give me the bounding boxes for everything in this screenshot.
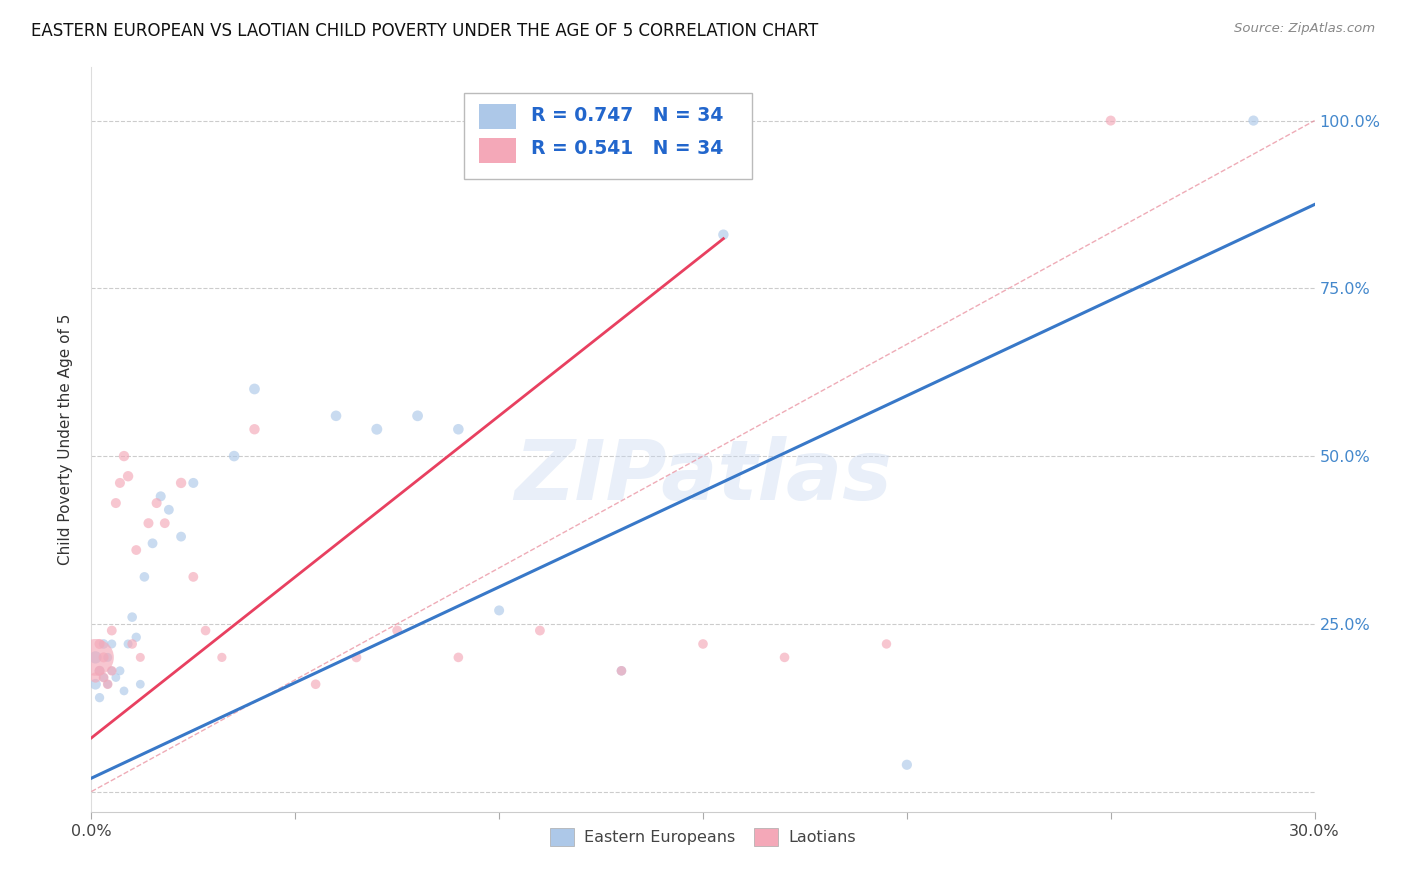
Point — [447, 650, 470, 665]
Text: ZIPatlas: ZIPatlas — [515, 436, 891, 517]
Text: R = 0.747   N = 34: R = 0.747 N = 34 — [530, 106, 723, 125]
Point — [304, 677, 326, 691]
Point — [1099, 113, 1122, 128]
Point — [138, 516, 160, 531]
Point — [97, 677, 120, 691]
FancyBboxPatch shape — [479, 104, 516, 129]
Point — [183, 475, 205, 490]
Point — [129, 650, 152, 665]
Point — [243, 422, 266, 436]
Point — [125, 630, 148, 644]
Point — [117, 637, 139, 651]
Point — [89, 664, 111, 678]
Point — [346, 650, 368, 665]
Point — [149, 489, 172, 503]
Point — [101, 664, 124, 678]
Point — [157, 502, 180, 516]
Point — [93, 671, 115, 685]
Point — [125, 543, 148, 558]
Point — [121, 637, 143, 651]
Point — [108, 664, 131, 678]
Point — [222, 449, 246, 463]
Point — [84, 671, 107, 685]
Point — [104, 496, 127, 510]
Point — [406, 409, 429, 423]
Point — [529, 624, 551, 638]
Point — [170, 475, 193, 490]
Legend: Eastern Europeans, Laotians: Eastern Europeans, Laotians — [544, 822, 862, 852]
Point — [117, 469, 139, 483]
Point — [112, 684, 135, 698]
Point — [134, 570, 156, 584]
Point — [93, 650, 115, 665]
Point — [447, 422, 470, 436]
Point — [875, 637, 898, 651]
Point — [366, 422, 388, 436]
Point — [129, 677, 152, 691]
Point — [89, 637, 111, 651]
Point — [145, 496, 167, 510]
Point — [104, 671, 127, 685]
Point — [610, 664, 633, 678]
Point — [112, 449, 135, 463]
Point — [773, 650, 796, 665]
Point — [211, 650, 233, 665]
Point — [93, 637, 115, 651]
Point — [385, 624, 409, 638]
Point — [170, 530, 193, 544]
Point — [692, 637, 714, 651]
Text: R = 0.541   N = 34: R = 0.541 N = 34 — [530, 139, 723, 159]
Point — [488, 603, 510, 617]
Point — [89, 664, 111, 678]
Point — [101, 664, 124, 678]
Text: EASTERN EUROPEAN VS LAOTIAN CHILD POVERTY UNDER THE AGE OF 5 CORRELATION CHART: EASTERN EUROPEAN VS LAOTIAN CHILD POVERT… — [31, 22, 818, 40]
Point — [84, 650, 107, 665]
Point — [93, 671, 115, 685]
Point — [896, 757, 918, 772]
Point — [101, 637, 124, 651]
Text: Source: ZipAtlas.com: Source: ZipAtlas.com — [1234, 22, 1375, 36]
Point — [610, 664, 633, 678]
Point — [89, 690, 111, 705]
Point — [325, 409, 347, 423]
Point — [84, 677, 107, 691]
Bar — [464, 93, 752, 178]
Point — [84, 650, 107, 665]
Point — [194, 624, 217, 638]
Point — [121, 610, 143, 624]
Point — [711, 227, 734, 242]
Point — [97, 650, 120, 665]
Point — [243, 382, 266, 396]
Y-axis label: Child Poverty Under the Age of 5: Child Poverty Under the Age of 5 — [58, 314, 73, 565]
Point — [153, 516, 176, 531]
Point — [97, 677, 120, 691]
FancyBboxPatch shape — [479, 137, 516, 163]
Point — [183, 570, 205, 584]
Point — [1243, 113, 1265, 128]
Point — [101, 624, 124, 638]
Point — [141, 536, 163, 550]
Point — [108, 475, 131, 490]
